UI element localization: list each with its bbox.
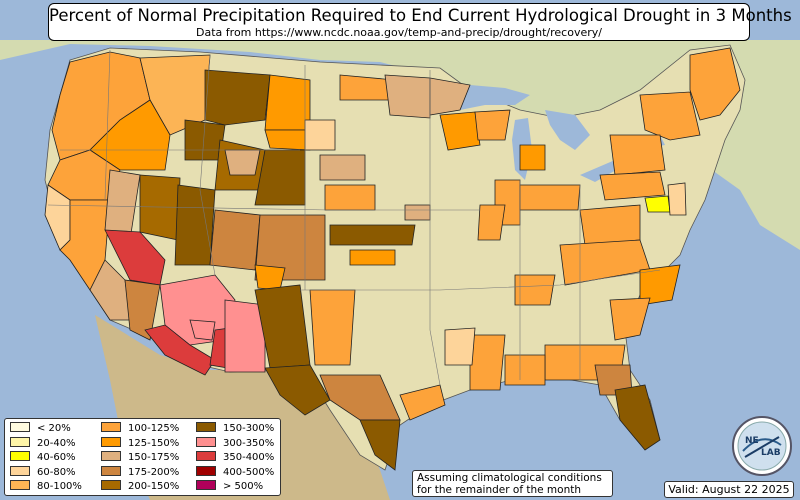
legend-item: < 20% <box>10 422 71 435</box>
legend-item: > 500% <box>196 480 263 493</box>
legend-item: 150-175% <box>101 451 179 464</box>
title-box: Percent of Normal Precipitation Required… <box>48 3 792 41</box>
map-subtitle: Data from https://www.ncdc.noaa.gov/temp… <box>196 26 602 39</box>
note-line-2: for the remainder of the month <box>417 484 582 496</box>
legend-swatch <box>196 465 216 476</box>
legend-item: 20-40% <box>10 436 76 450</box>
legend-swatch <box>10 465 30 476</box>
legend-swatch <box>196 480 216 490</box>
legend-swatch <box>101 422 121 432</box>
legend-label: 40-60% <box>37 452 76 463</box>
legend-label: > 500% <box>223 481 264 492</box>
legend-label: 150-175% <box>128 452 180 463</box>
legend-swatch <box>10 451 30 461</box>
svg-text:NE: NE <box>745 436 759 446</box>
legend-item: 350-400% <box>196 451 274 464</box>
legend-swatch <box>101 480 121 490</box>
legend-label: 20-40% <box>37 437 76 449</box>
legend-label: 60-80% <box>37 466 76 478</box>
legend-label: 80-100% <box>37 481 82 492</box>
legend-swatch <box>10 422 30 432</box>
legend-label: 200-150% <box>128 481 180 492</box>
legend-label: 100-125% <box>128 423 180 434</box>
state-borders <box>47 49 661 386</box>
legend-item: 60-80% <box>10 465 76 479</box>
legend-label: 300-350% <box>223 437 275 449</box>
legend-swatch <box>196 451 216 461</box>
legend-item: 175-200% <box>101 465 180 479</box>
legend-item: 40-60% <box>10 451 76 464</box>
legend-swatch <box>101 451 121 461</box>
nexlab-logo: NE LAB <box>732 416 792 476</box>
legend-item: 200-150% <box>101 480 179 493</box>
legend-item: 150-300% <box>196 422 274 435</box>
drought-divisions <box>44 47 741 471</box>
legend: < 20% 20-40% 40-60% 60-80% 80-100% 100-125% 12… <box>4 418 281 496</box>
legend-label: 125-150% <box>128 437 180 449</box>
valid-date: Valid: August 22 2025 <box>664 481 794 498</box>
legend-swatch <box>101 465 121 476</box>
legend-item: 100-125% <box>101 422 179 435</box>
legend-swatch <box>10 480 30 490</box>
canada-land <box>0 40 800 250</box>
map-title: Percent of Normal Precipitation Required… <box>49 6 792 25</box>
legend-swatch <box>10 436 30 447</box>
legend-item: 300-350% <box>196 436 275 450</box>
legend-label: 175-200% <box>128 466 180 478</box>
legend-swatch <box>196 436 216 447</box>
legend-swatch <box>101 436 121 447</box>
lake-huron <box>545 110 590 150</box>
svg-text:LAB: LAB <box>761 448 781 458</box>
legend-item: 80-100% <box>10 480 82 493</box>
legend-label: 350-400% <box>223 452 275 463</box>
note-line-1: Assuming climatological conditions <box>417 472 602 484</box>
legend-label: 400-500% <box>223 466 275 478</box>
legend-swatch <box>196 422 216 432</box>
assumption-note: Assuming climatological conditions for t… <box>412 470 613 497</box>
legend-label: < 20% <box>37 423 71 434</box>
legend-label: 150-300% <box>223 423 275 434</box>
legend-item: 400-500% <box>196 465 275 479</box>
legend-item: 125-150% <box>101 436 180 450</box>
